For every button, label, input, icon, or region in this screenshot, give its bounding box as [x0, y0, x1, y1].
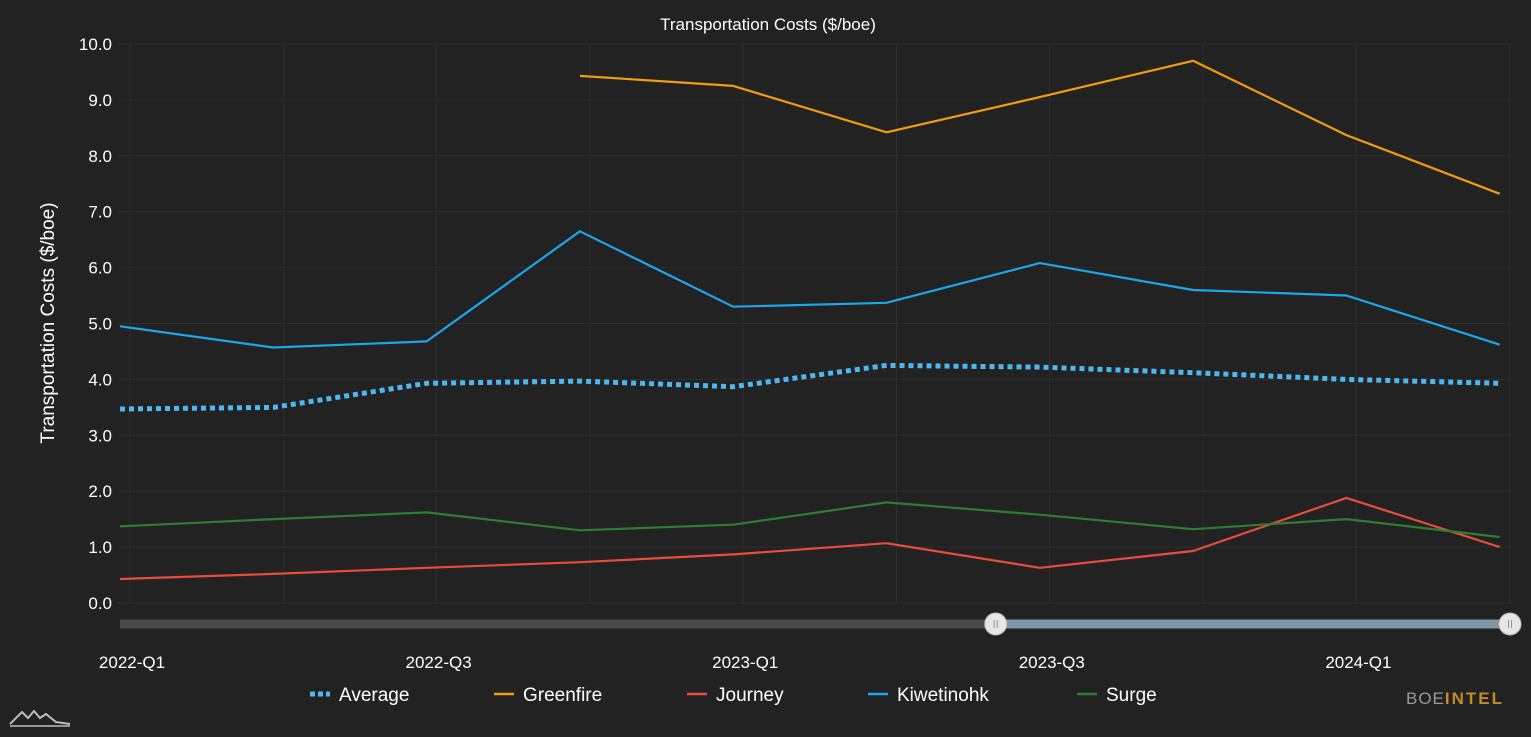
series-line-kiwetinohk [119, 230, 1501, 349]
x-tick-label: 2023-Q3 [1019, 653, 1085, 672]
gridlines [118, 43, 1512, 604]
series-line-journey [119, 496, 1501, 581]
legend-label-surge[interactable]: Surge [1106, 685, 1157, 706]
x-tick-label: 2023-Q1 [712, 653, 778, 672]
y-axis-ticks: 0.0 1.0 2.0 3.0 4.0 5.0 6.0 7.0 8.0 9.0 10.0 [79, 35, 112, 613]
legend-label-average[interactable]: Average [339, 685, 409, 706]
series-line-average [119, 362, 1500, 412]
legend-label-greenfire[interactable]: Greenfire [523, 685, 602, 706]
y-tick-label: 5.0 [88, 315, 112, 334]
x-tick-label: 2022-Q3 [406, 653, 472, 672]
y-tick-label: 2.0 [88, 482, 112, 501]
legend: Average Greenfire Journey Kiwetinohk Surge [310, 685, 1157, 706]
y-tick-label: 10.0 [79, 35, 112, 54]
y-tick-label: 7.0 [88, 203, 112, 222]
y-tick-label: 6.0 [88, 259, 112, 278]
brand-part-1: BOE [1406, 689, 1445, 708]
brand-logo: BOEINTEL [1406, 689, 1504, 709]
y-tick-label: 1.0 [88, 538, 112, 557]
series-line-surge [119, 501, 1500, 539]
x-tick-label: 2024-Q1 [1325, 653, 1391, 672]
slider-end-handle[interactable] [1498, 612, 1522, 636]
chart-title: Transportation Costs ($/boe) [660, 15, 876, 34]
x-tick-label: 2022-Q1 [99, 653, 165, 672]
legend-label-journey[interactable]: Journey [716, 685, 784, 706]
y-tick-label: 8.0 [88, 147, 112, 166]
legend-label-kiwetinohk[interactable]: Kiwetinohk [897, 685, 989, 706]
y-axis-label: Transportation Costs ($/boe) [38, 202, 59, 443]
slider-start-handle[interactable] [984, 612, 1008, 636]
y-tick-label: 0.0 [88, 594, 112, 613]
y-tick-label: 9.0 [88, 91, 112, 110]
series-line-greenfire [579, 59, 1501, 195]
y-tick-label: 4.0 [88, 370, 112, 389]
y-tick-label: 3.0 [88, 426, 112, 445]
mountain-logo-icon [9, 709, 71, 727]
brand-part-2: INTEL [1444, 689, 1505, 708]
x-axis-ticks: 2022-Q1 2022-Q3 2023-Q1 2023-Q3 2024-Q1 [99, 653, 1392, 672]
series-lines [119, 59, 1501, 581]
range-slider[interactable] [120, 612, 1522, 636]
